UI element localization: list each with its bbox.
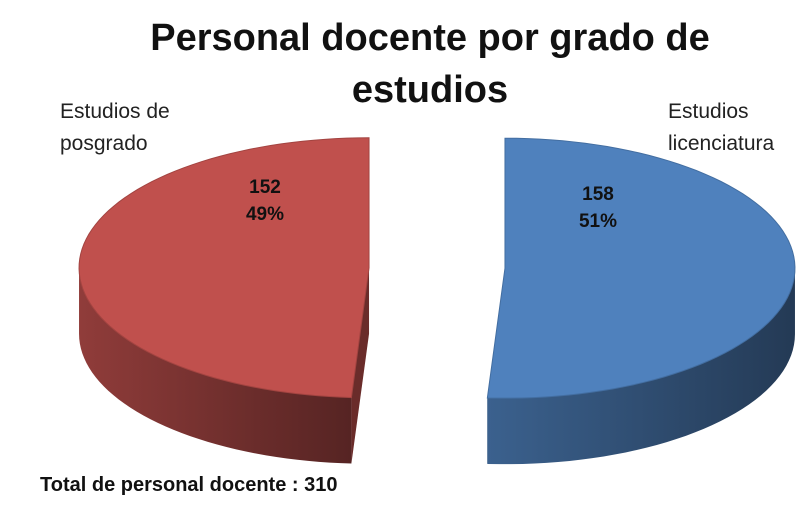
- slice-side: [79, 267, 352, 464]
- category-label: Estudios de posgrado: [60, 100, 170, 155]
- slice-side: [487, 268, 795, 465]
- total-label: Total de personal docente :: [40, 474, 299, 496]
- total-note: Total de personal docente : 310: [40, 474, 338, 497]
- slice: [486, 137, 796, 399]
- total-value: 310: [304, 474, 338, 496]
- percent-label: 51%: [579, 211, 617, 232]
- data-label: 152: [249, 177, 281, 198]
- slice-side: [351, 267, 370, 464]
- data-label: 158: [582, 184, 614, 205]
- percent-label: 49%: [246, 204, 284, 225]
- slice: [78, 137, 370, 399]
- chart-title: Personal docente por grado de estudios: [150, 17, 710, 111]
- category-label: Estudios licenciatura: [668, 100, 775, 155]
